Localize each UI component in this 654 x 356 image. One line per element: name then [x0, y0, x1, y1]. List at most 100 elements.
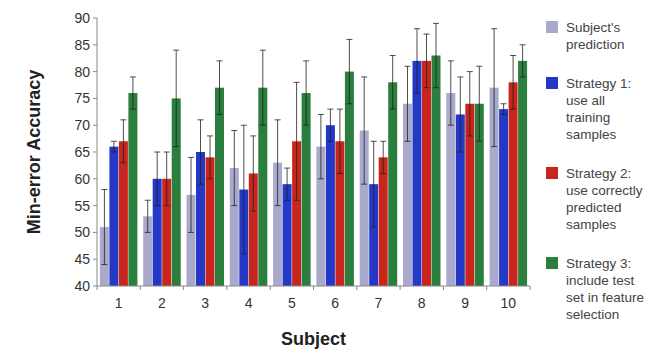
- bar: [109, 147, 118, 286]
- error-bar: [198, 120, 204, 184]
- x-tick: [530, 286, 531, 290]
- error-bar: [101, 190, 107, 265]
- error-bar: [250, 136, 256, 211]
- x-tick: [486, 286, 487, 290]
- bar: [413, 61, 422, 286]
- legend-line: Strategy 2:: [566, 166, 631, 181]
- y-tick: [93, 44, 97, 45]
- legend-line: set in feature: [566, 290, 644, 305]
- x-tick: [356, 286, 357, 290]
- error-bar: [207, 136, 213, 179]
- bar: [509, 82, 518, 286]
- y-tick: [93, 152, 97, 153]
- y-tick: [93, 18, 97, 19]
- error-bar: [111, 141, 117, 152]
- legend-line: selection: [566, 307, 619, 322]
- x-tick-label: 1: [115, 295, 123, 311]
- error-bar: [241, 125, 247, 254]
- legend-label: Subject's prediction: [566, 20, 625, 52]
- y-tick: [93, 178, 97, 179]
- error-bar: [520, 45, 526, 77]
- error-bar: [491, 29, 497, 147]
- error-bar: [390, 56, 396, 110]
- chart: 404550556065707580859012345678910Subject…: [0, 0, 654, 356]
- bar: [379, 157, 388, 286]
- legend-line: prediction: [566, 37, 625, 52]
- error-bar: [154, 152, 160, 206]
- error-bar: [231, 131, 237, 206]
- error-bar: [361, 77, 367, 184]
- x-axis-label: Subject: [281, 329, 346, 349]
- legend-line: use correctly: [566, 183, 643, 198]
- error-bar: [337, 109, 343, 173]
- y-tick: [93, 71, 97, 72]
- error-bar: [414, 29, 420, 93]
- bar: [326, 125, 335, 286]
- y-tick-label: 75: [74, 90, 90, 106]
- error-bar: [501, 104, 507, 115]
- bar: [422, 61, 431, 286]
- legend-line: Strategy 3:: [566, 256, 631, 271]
- error-bar: [164, 152, 170, 206]
- x-tick: [97, 286, 98, 290]
- legend-line: predicted: [566, 200, 622, 215]
- error-bar: [130, 77, 136, 109]
- x-tick: [443, 286, 444, 290]
- legend-swatch: [546, 77, 558, 89]
- y-tick: [93, 205, 97, 206]
- x-tick-label: 9: [461, 295, 469, 311]
- error-bar: [380, 141, 386, 173]
- error-bar: [284, 168, 290, 200]
- legend-label: Strategy 3: include test set in feature sel…: [566, 256, 644, 322]
- x-tick: [226, 286, 227, 290]
- error-bar: [145, 200, 151, 232]
- legend-line: samples: [566, 217, 617, 232]
- x-tick-label: 8: [418, 295, 426, 311]
- y-tick: [93, 259, 97, 260]
- legend-line: use all: [566, 93, 605, 108]
- x-tick-label: 7: [375, 295, 383, 311]
- error-bar: [173, 50, 179, 146]
- legend-label: Strategy 1:use alltrainingsamples: [566, 76, 631, 142]
- x-tick: [313, 286, 314, 290]
- error-bar: [120, 120, 126, 163]
- bar: [128, 93, 137, 286]
- x-tick: [400, 286, 401, 290]
- x-tick-label: 2: [158, 295, 166, 311]
- x-tick-label: 3: [201, 295, 209, 311]
- x-tick: [140, 286, 141, 290]
- error-bar: [217, 61, 223, 115]
- error-bar: [294, 82, 300, 200]
- legend-swatch: [546, 21, 558, 33]
- error-bar: [260, 50, 266, 125]
- error-bar: [467, 72, 473, 136]
- error-bar: [371, 141, 377, 227]
- y-tick: [93, 286, 97, 287]
- error-bar: [346, 39, 352, 103]
- y-tick-label: 50: [74, 224, 90, 240]
- x-tick-label: 6: [331, 295, 339, 311]
- y-axis-label: Min-error Accuracy: [24, 70, 44, 234]
- y-tick: [93, 232, 97, 233]
- y-tick-label: 85: [74, 37, 90, 53]
- y-tick: [93, 125, 97, 126]
- bar: [432, 56, 441, 286]
- legend-line: Strategy 1:: [566, 76, 631, 91]
- bar: [388, 82, 397, 286]
- error-bar: [405, 66, 411, 141]
- error-bar: [476, 66, 482, 141]
- y-tick-label: 40: [74, 278, 90, 294]
- error-bar: [457, 77, 463, 152]
- legend-line: include test: [566, 273, 635, 288]
- y-tick-label: 45: [74, 251, 90, 267]
- error-bar: [303, 61, 309, 125]
- x-tick: [183, 286, 184, 290]
- bar: [215, 88, 224, 286]
- error-bar: [275, 120, 281, 206]
- x-tick: [270, 286, 271, 290]
- error-bar: [510, 56, 516, 110]
- bar: [499, 109, 508, 286]
- legend-line: Subject's: [566, 20, 621, 35]
- y-tick-label: 65: [74, 144, 90, 160]
- y-tick-label: 70: [74, 117, 90, 133]
